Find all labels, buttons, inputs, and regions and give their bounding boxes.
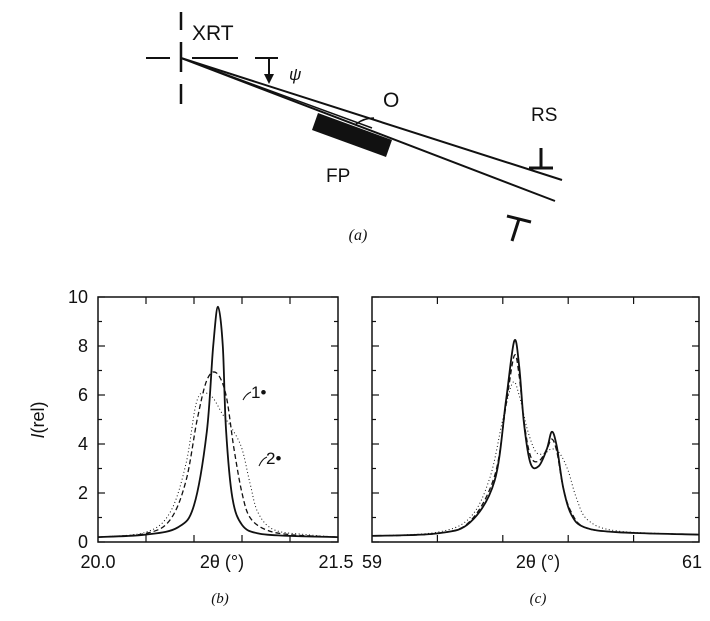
flat-plate-sample	[312, 113, 392, 157]
x-tick-label-c-min: 59	[362, 552, 382, 572]
x-tick-label-b-min: 20.0	[80, 552, 115, 572]
xrt-label: XRT	[192, 22, 234, 45]
x-axis-symbol-c: 2θ	[516, 552, 536, 572]
series-group-c	[371, 339, 700, 537]
plot-frame-c	[371, 296, 700, 543]
tick-marks-b	[98, 296, 338, 543]
series-line-solid	[371, 339, 700, 537]
y-axis-label-italic: I	[28, 433, 48, 438]
x-tick-label-c-max: 61	[682, 552, 702, 572]
geometry-diagram: ψ XRT FP O RS (a)	[146, 12, 563, 244]
series-line-dotted	[371, 381, 700, 537]
annotation-1: 1•	[251, 383, 266, 402]
beam-middle	[180, 57, 373, 129]
y-tick-label: 6	[78, 385, 88, 405]
caption-a: (a)	[349, 227, 368, 244]
x-axis-label-c: 2θ (°)	[516, 552, 560, 572]
series-line-dotted	[97, 391, 339, 538]
x-axis-unit-c: (°)	[536, 552, 560, 572]
chart-panel-b: 0 2 4 6 8 10 20.0 21.5 2θ (°) I(rel) 1• 2• (b…	[28, 287, 354, 607]
y-axis-label-rest: (rel)	[28, 401, 48, 433]
annotation-1-leader	[242, 391, 252, 401]
fp-label: FP	[326, 166, 350, 187]
y-tick-label: 0	[78, 532, 88, 552]
plot-frame-b	[97, 296, 339, 543]
o-label: O	[383, 89, 399, 112]
series-line-dashed	[97, 371, 339, 538]
y-tick-labels-b: 0 2 4 6 8 10	[68, 287, 88, 552]
x-axis-label-b: 2θ (°)	[200, 552, 244, 572]
chart-panel-c: 59 61 2θ (°) (c)	[362, 296, 702, 607]
psi-label: ψ	[289, 65, 301, 84]
beam-upper	[180, 57, 563, 181]
series-line-dashed	[371, 354, 700, 537]
psi-arrow-head	[264, 74, 274, 84]
y-tick-label: 4	[78, 434, 88, 454]
x-tick-label-b-max: 21.5	[318, 552, 353, 572]
series-group-b	[97, 305, 339, 538]
tick-marks-c	[372, 296, 699, 543]
beam-lower	[180, 57, 556, 202]
caption-b: (b)	[211, 591, 229, 607]
annotation-2: 2•	[266, 449, 281, 468]
y-tick-label: 8	[78, 336, 88, 356]
caption-c: (c)	[530, 591, 547, 607]
y-tick-label: 2	[78, 483, 88, 503]
lower-end-marker-stem	[510, 218, 521, 242]
annotation-2-leader	[258, 456, 268, 467]
o-leader-line	[355, 117, 375, 125]
y-tick-label: 10	[68, 287, 88, 307]
rs-label: RS	[531, 105, 557, 126]
series-line-solid	[97, 305, 339, 538]
x-axis-symbol-b: 2θ	[200, 552, 220, 572]
x-axis-unit-b: (°)	[220, 552, 244, 572]
y-axis-label: I(rel)	[28, 401, 48, 438]
